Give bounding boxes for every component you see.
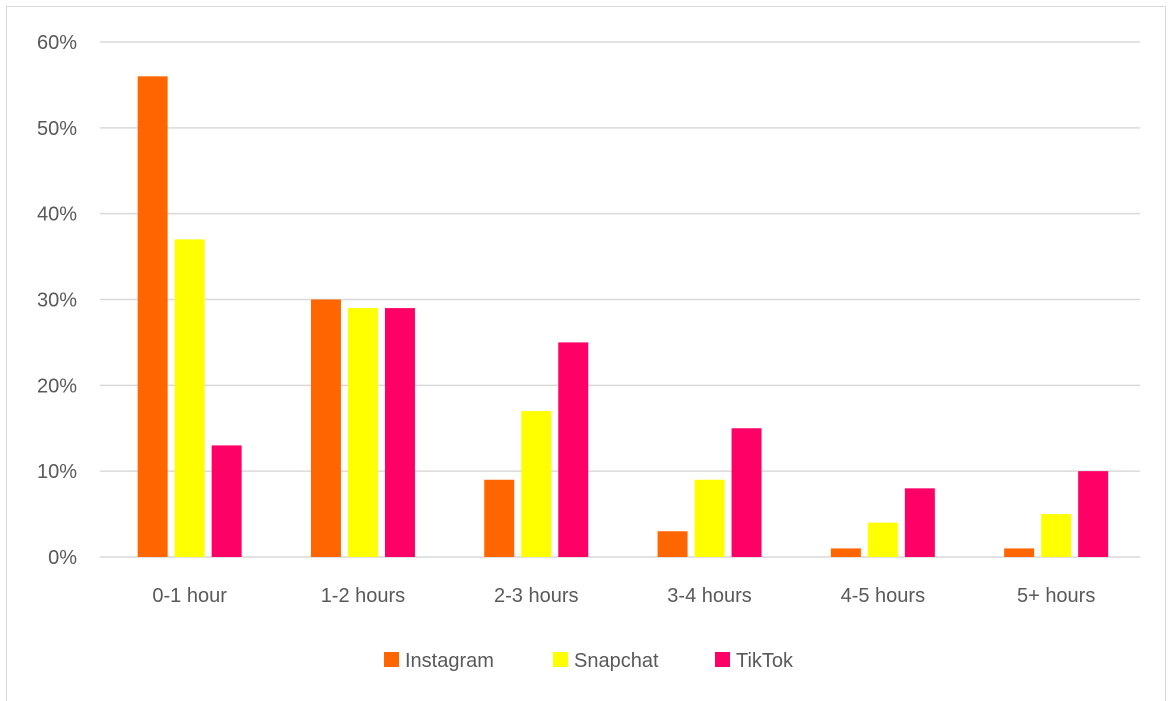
bar-snapchat-0	[174, 239, 205, 557]
x-tick-label: 0-1 hour	[152, 585, 227, 607]
legend-swatch-tiktok	[715, 652, 730, 667]
y-tick-label: 30%	[37, 290, 77, 312]
bar-instagram-4	[830, 548, 861, 557]
x-tick-label: 5+ hours	[1017, 585, 1095, 607]
gridlines	[100, 41, 1140, 558]
bar-snapchat-1	[347, 308, 378, 557]
legend-swatch-instagram	[384, 652, 399, 667]
legend-label-tiktok: TikTok	[736, 650, 794, 672]
x-tick-label: 4-5 hours	[841, 585, 926, 607]
legend-swatch-snapchat	[553, 652, 568, 667]
bar-tiktok-2	[558, 342, 589, 557]
bar-instagram-2	[484, 479, 515, 557]
legend: Instagram Snapchat TikTok	[384, 650, 794, 672]
y-axis-tick-labels: 0% 10% 20% 30% 40% 50% 60%	[37, 32, 77, 569]
bar-instagram-0	[137, 76, 168, 557]
bar-tiktok-0	[211, 445, 242, 557]
bar-snapchat-2	[521, 411, 552, 557]
x-tick-label: 1-2 hours	[321, 585, 406, 607]
y-tick-label: 10%	[37, 461, 77, 483]
bar-tiktok-3	[731, 428, 762, 557]
bar-instagram-1	[310, 299, 341, 557]
bar-snapchat-5	[1041, 514, 1072, 557]
y-tick-label: 0%	[48, 547, 77, 569]
y-tick-label: 60%	[37, 32, 77, 54]
bars	[137, 76, 1109, 557]
x-tick-label: 2-3 hours	[494, 585, 579, 607]
y-tick-label: 50%	[37, 118, 77, 140]
bar-tiktok-5	[1078, 471, 1109, 557]
bar-tiktok-4	[904, 488, 935, 557]
legend-label-snapchat: Snapchat	[574, 650, 659, 672]
x-tick-label: 3-4 hours	[667, 585, 752, 607]
y-tick-label: 40%	[37, 204, 77, 226]
bar-snapchat-3	[694, 479, 725, 557]
bar-instagram-5	[1004, 548, 1035, 557]
y-tick-label: 20%	[37, 375, 77, 397]
legend-label-instagram: Instagram	[405, 650, 494, 672]
bar-tiktok-1	[384, 308, 415, 557]
bar-instagram-3	[657, 531, 688, 557]
x-axis-tick-labels: 0-1 hour 1-2 hours 2-3 hours 3-4 hours 4-5 h…	[152, 585, 1095, 607]
bar-snapchat-4	[867, 522, 898, 557]
